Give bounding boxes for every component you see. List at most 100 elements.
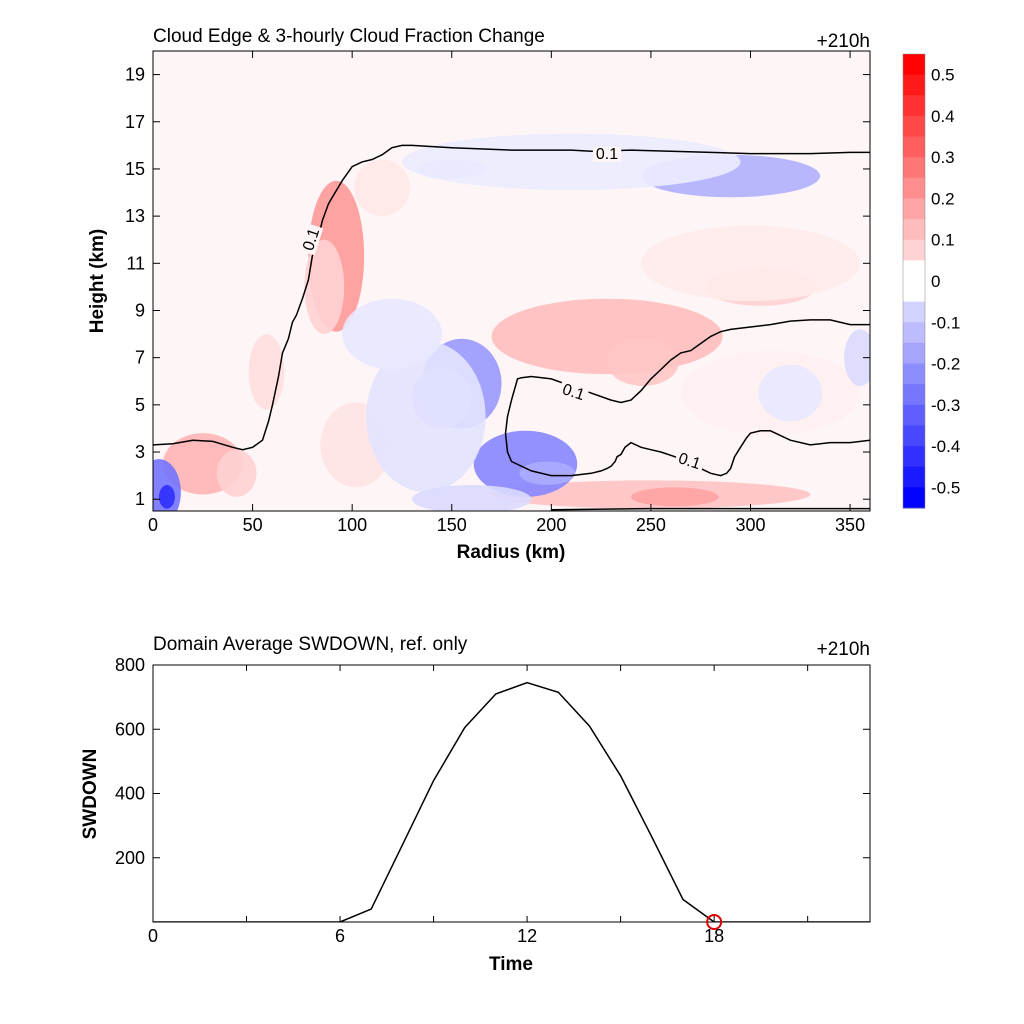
swdown-frame (152, 664, 871, 923)
anomaly-blob-7 (491, 298, 723, 375)
cloud-edge-lower (504, 319, 870, 477)
y-tick-label: 11 (126, 253, 145, 273)
anomaly-blob-26 (844, 329, 870, 386)
colorbar-swatch (903, 219, 925, 241)
swdown-panel: Domain Average SWDOWN, ref. only +210h 0… (80, 634, 871, 975)
y-tick-label: 3 (135, 442, 145, 462)
colorbar-swatch (903, 404, 925, 426)
colorbar-swatch (903, 157, 925, 179)
swdown-line (153, 681, 870, 922)
colorbar-label: 0.2 (931, 189, 955, 208)
anomaly-blob-2 (354, 159, 410, 217)
colorbar-swatch (903, 466, 925, 488)
colorbar: 0.5 0.4 0.3 0.2 0.1 0 -0.1 -0.2 -0.3 -0.4 -0.5 (902, 53, 960, 509)
contour-label-low: 0.1 (676, 450, 703, 473)
y-tick-label: 17 (125, 112, 145, 132)
colorbar-swatch (903, 342, 925, 365)
colorbar-label: -0.2 (931, 355, 960, 374)
y-tick-label: 800 (115, 655, 145, 675)
y-tick-label: 7 (135, 348, 145, 368)
colorbar-swatch (903, 425, 925, 447)
anomaly-blob-8 (607, 338, 679, 386)
anomaly-blob-10 (640, 225, 861, 302)
anomaly-blob-20 (366, 341, 486, 493)
colorbar-swatch (903, 54, 925, 76)
y-tick-label: 1 (135, 489, 145, 509)
colorbar-swatch (903, 446, 925, 468)
anomaly-blob-15 (158, 485, 175, 509)
x-tick-label: 150 (437, 515, 467, 535)
swdown-marker-layer (706, 914, 723, 930)
colorbar-label: 0.1 (931, 231, 955, 250)
contour-label-mid: 0.1 (560, 381, 587, 404)
colorbar-swatch (903, 239, 925, 261)
x-tick-label: 12 (517, 926, 537, 946)
colorbar-swatch (903, 115, 925, 138)
contour-title: Cloud Edge & 3-hourly Cloud Fraction Cha… (153, 26, 545, 47)
y-tick-label: 400 (115, 784, 145, 804)
contour-x-label: Radius (km) (457, 542, 566, 563)
colorbar-label: 0.4 (931, 107, 955, 126)
contour-label-bg (673, 450, 706, 474)
y-tick-label: 15 (125, 159, 145, 179)
x-tick-label: 300 (735, 515, 765, 535)
x-tick-label: 0 (148, 515, 158, 535)
contour-label-left: 0.1 (300, 226, 323, 253)
x-tick-label: 50 (243, 515, 263, 535)
contour-label-bg (557, 381, 590, 405)
x-tick-label: 350 (835, 515, 865, 535)
colorbar-swatch (903, 260, 925, 282)
colorbar-label: 0.5 (931, 66, 955, 85)
colorbar-swatch (903, 384, 925, 406)
colorbar-label: 0 (931, 272, 940, 291)
x-tick-label: 200 (536, 515, 566, 535)
contour-label-bg (592, 147, 622, 162)
swdown-axes: 0 6 12 18 200 400 600 800 (115, 655, 870, 946)
contour-frame (152, 50, 871, 512)
colorbar-swatch (903, 301, 925, 323)
y-tick-label: 9 (135, 300, 145, 320)
colorbar-label: -0.3 (931, 396, 960, 415)
y-tick-label: 5 (135, 395, 145, 415)
anomaly-blob-24 (411, 485, 532, 511)
anomaly-fields (153, 133, 870, 511)
anomaly-blob-6 (216, 449, 257, 497)
colorbar-swatch (903, 136, 925, 158)
y-tick-label: 200 (115, 848, 145, 868)
x-tick-label: 250 (636, 515, 666, 535)
anomaly-blob-23 (401, 133, 741, 191)
swdown-series (153, 681, 870, 922)
swdown-x-label: Time (489, 954, 533, 975)
colorbar-swatch (903, 198, 925, 220)
contour-labels: 0.1 0.1 0.1 0.1 (300, 146, 706, 474)
current-time-marker (706, 914, 723, 930)
contour-label-bg (300, 223, 324, 256)
colorbar-labels: 0.5 0.4 0.3 0.2 0.1 0 -0.1 -0.2 -0.3 -0.4 -0.5 (931, 66, 960, 498)
swdown-y-label: SWDOWN (80, 749, 101, 840)
colorbar-swatch (903, 95, 925, 117)
anomaly-blob-27 (758, 364, 823, 422)
contour-panel: Cloud Edge & 3-hourly Cloud Fraction Cha… (87, 26, 871, 563)
y-tick-label: 600 (115, 719, 145, 739)
x-tick-label: 18 (704, 926, 724, 946)
y-tick-label: 13 (125, 206, 145, 226)
colorbar-swatch (903, 487, 925, 509)
cloud-edge-base (551, 507, 870, 511)
colorbar-label: -0.5 (931, 478, 960, 497)
colorbar-swatch (903, 177, 925, 199)
swdown-title: Domain Average SWDOWN, ref. only (153, 634, 468, 655)
x-tick-label: 6 (335, 926, 345, 946)
colorbar-swatch (903, 322, 925, 344)
contour-time-label: +210h (817, 31, 870, 52)
contour-y-label: Height (km) (87, 229, 108, 334)
anomaly-blob-25 (342, 298, 442, 370)
anomaly-blob-1 (304, 239, 345, 335)
colorbar-swatch (903, 74, 925, 96)
swdown-time-label: +210h (817, 639, 870, 660)
colorbar-swatches (903, 54, 925, 509)
colorbar-frame (902, 53, 926, 509)
colorbar-label: -0.1 (931, 313, 960, 332)
x-tick-label: 100 (337, 515, 367, 535)
